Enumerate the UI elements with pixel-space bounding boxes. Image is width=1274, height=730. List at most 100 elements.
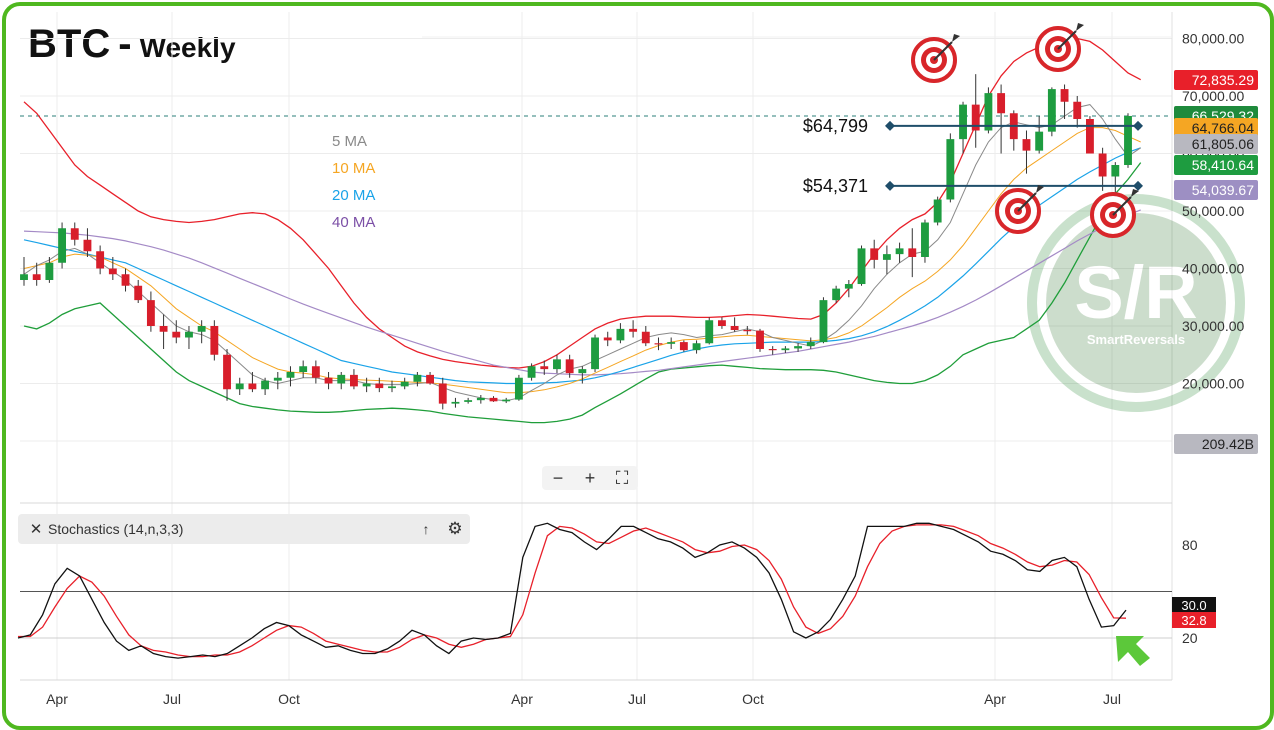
stochastics-header: ✕ Stochastics (14,n,3,3) ↑ ⚙ xyxy=(18,514,470,544)
candle-body-79 xyxy=(1022,139,1031,151)
title-separator: - xyxy=(118,22,132,66)
candle-33 xyxy=(438,377,447,410)
candle-body-46 xyxy=(603,337,612,341)
candle-41 xyxy=(540,360,549,375)
level-left-diamond-1 xyxy=(885,180,895,191)
candle-body-60 xyxy=(781,348,790,351)
candle-85 xyxy=(1098,147,1107,191)
candle-body-26 xyxy=(349,374,358,387)
x-tick-label-4: Jul xyxy=(628,691,646,707)
watermark-text: S/R xyxy=(1074,251,1197,334)
candle-body-18 xyxy=(248,383,257,390)
candle-47 xyxy=(616,323,625,344)
x-tick-label-5: Oct xyxy=(742,691,764,707)
candle-80 xyxy=(1035,116,1044,154)
candle-body-10 xyxy=(146,300,155,326)
candle-16 xyxy=(223,349,231,401)
price-tag-6: 209.42B xyxy=(1174,434,1258,454)
candle-24 xyxy=(324,372,333,390)
fit-screen-button[interactable]: ⛶ xyxy=(615,467,629,488)
stoch-k-tag: 30.0 xyxy=(1172,597,1216,613)
candle-5 xyxy=(83,228,92,257)
candle-44 xyxy=(578,366,587,384)
candle-9 xyxy=(134,280,143,303)
zoom-in-button[interactable]: + xyxy=(584,467,596,488)
candle-body-9 xyxy=(134,285,143,301)
candle-19 xyxy=(261,377,270,395)
candle-4 xyxy=(70,222,79,246)
candle-49 xyxy=(641,326,650,347)
candle-body-66 xyxy=(857,248,866,285)
gear-icon[interactable]: ⚙ xyxy=(447,519,463,538)
stoch-y-tick-1: 20 xyxy=(1182,630,1198,646)
level-right-diamond-1 xyxy=(1133,180,1143,191)
candle-body-19 xyxy=(261,380,270,390)
level-label-0: $64,799 xyxy=(803,116,868,136)
candle-84 xyxy=(1085,116,1094,154)
green-arrow-icon xyxy=(1116,636,1150,666)
target-dart-2 xyxy=(1017,192,1037,212)
candle-73 xyxy=(946,133,955,203)
candle-body-80 xyxy=(1035,131,1044,151)
target-icon-1 xyxy=(1035,23,1084,72)
candle-body-28 xyxy=(375,383,384,389)
candle-79 xyxy=(1022,130,1031,174)
target-icon-2 xyxy=(995,185,1044,234)
candle-body-11 xyxy=(159,326,168,332)
candle-body-37 xyxy=(489,397,498,402)
candle-body-72 xyxy=(933,199,942,223)
candle-20 xyxy=(273,372,282,390)
candle-body-7 xyxy=(108,268,117,275)
price-tag-3: 61,805.06 xyxy=(1174,134,1258,154)
price-tag-text-3: 61,805.06 xyxy=(1192,136,1254,152)
legend-ma10: 10 MA xyxy=(332,160,376,177)
candle-body-0 xyxy=(20,274,28,280)
level-label-1: $54,371 xyxy=(803,176,868,196)
candle-body-13 xyxy=(185,331,193,338)
candle-body-41 xyxy=(540,366,549,370)
candle-10 xyxy=(146,291,155,332)
candle-body-6 xyxy=(96,251,105,269)
candle-body-42 xyxy=(553,359,561,370)
y-tick-label-1: 70,000.00 xyxy=(1182,88,1244,104)
candle-body-50 xyxy=(654,343,663,345)
candle-69 xyxy=(895,242,904,263)
candle-body-3 xyxy=(58,228,67,263)
candle-body-48 xyxy=(629,328,638,332)
x-tick-label-2: Oct xyxy=(278,691,300,707)
legend-ma5: 5 MA xyxy=(332,133,368,150)
zoom-out-button[interactable]: − xyxy=(552,467,564,488)
candle-72 xyxy=(933,196,942,226)
close-icon[interactable]: ✕ xyxy=(29,521,43,538)
chart-title: BTC - Weekly xyxy=(28,22,236,67)
target-dart-0 xyxy=(933,41,953,61)
candle-body-27 xyxy=(362,383,371,387)
candle-body-31 xyxy=(413,374,422,382)
candle-body-44 xyxy=(578,369,587,374)
bollinger-lower-line xyxy=(23,162,1142,424)
stochastic-k-line xyxy=(17,522,1127,659)
x-tick-label-1: Jul xyxy=(163,691,181,707)
candle-87 xyxy=(1124,113,1132,168)
candle-body-15 xyxy=(210,326,219,355)
watermark-caption: SmartReversals xyxy=(1087,332,1185,347)
candle-62 xyxy=(806,337,815,349)
candle-26 xyxy=(349,369,358,390)
arrow-up-icon[interactable]: ↑ xyxy=(422,521,430,537)
x-tick-label-7: Jul xyxy=(1103,691,1121,707)
candle-body-35 xyxy=(464,400,473,402)
candle-61 xyxy=(794,343,803,352)
legend-ma40: 40 MA xyxy=(332,214,376,231)
candle-body-53 xyxy=(692,343,701,351)
candle-63 xyxy=(819,297,828,344)
candle-71 xyxy=(921,219,929,263)
candle-53 xyxy=(692,340,701,354)
candle-57 xyxy=(743,326,752,335)
candle-55 xyxy=(717,317,726,329)
candle-body-32 xyxy=(426,374,435,384)
target-dart-tail-3 xyxy=(1131,189,1139,197)
candle-body-5 xyxy=(83,239,92,252)
candle-78 xyxy=(1009,110,1018,151)
candle-body-56 xyxy=(730,326,739,331)
